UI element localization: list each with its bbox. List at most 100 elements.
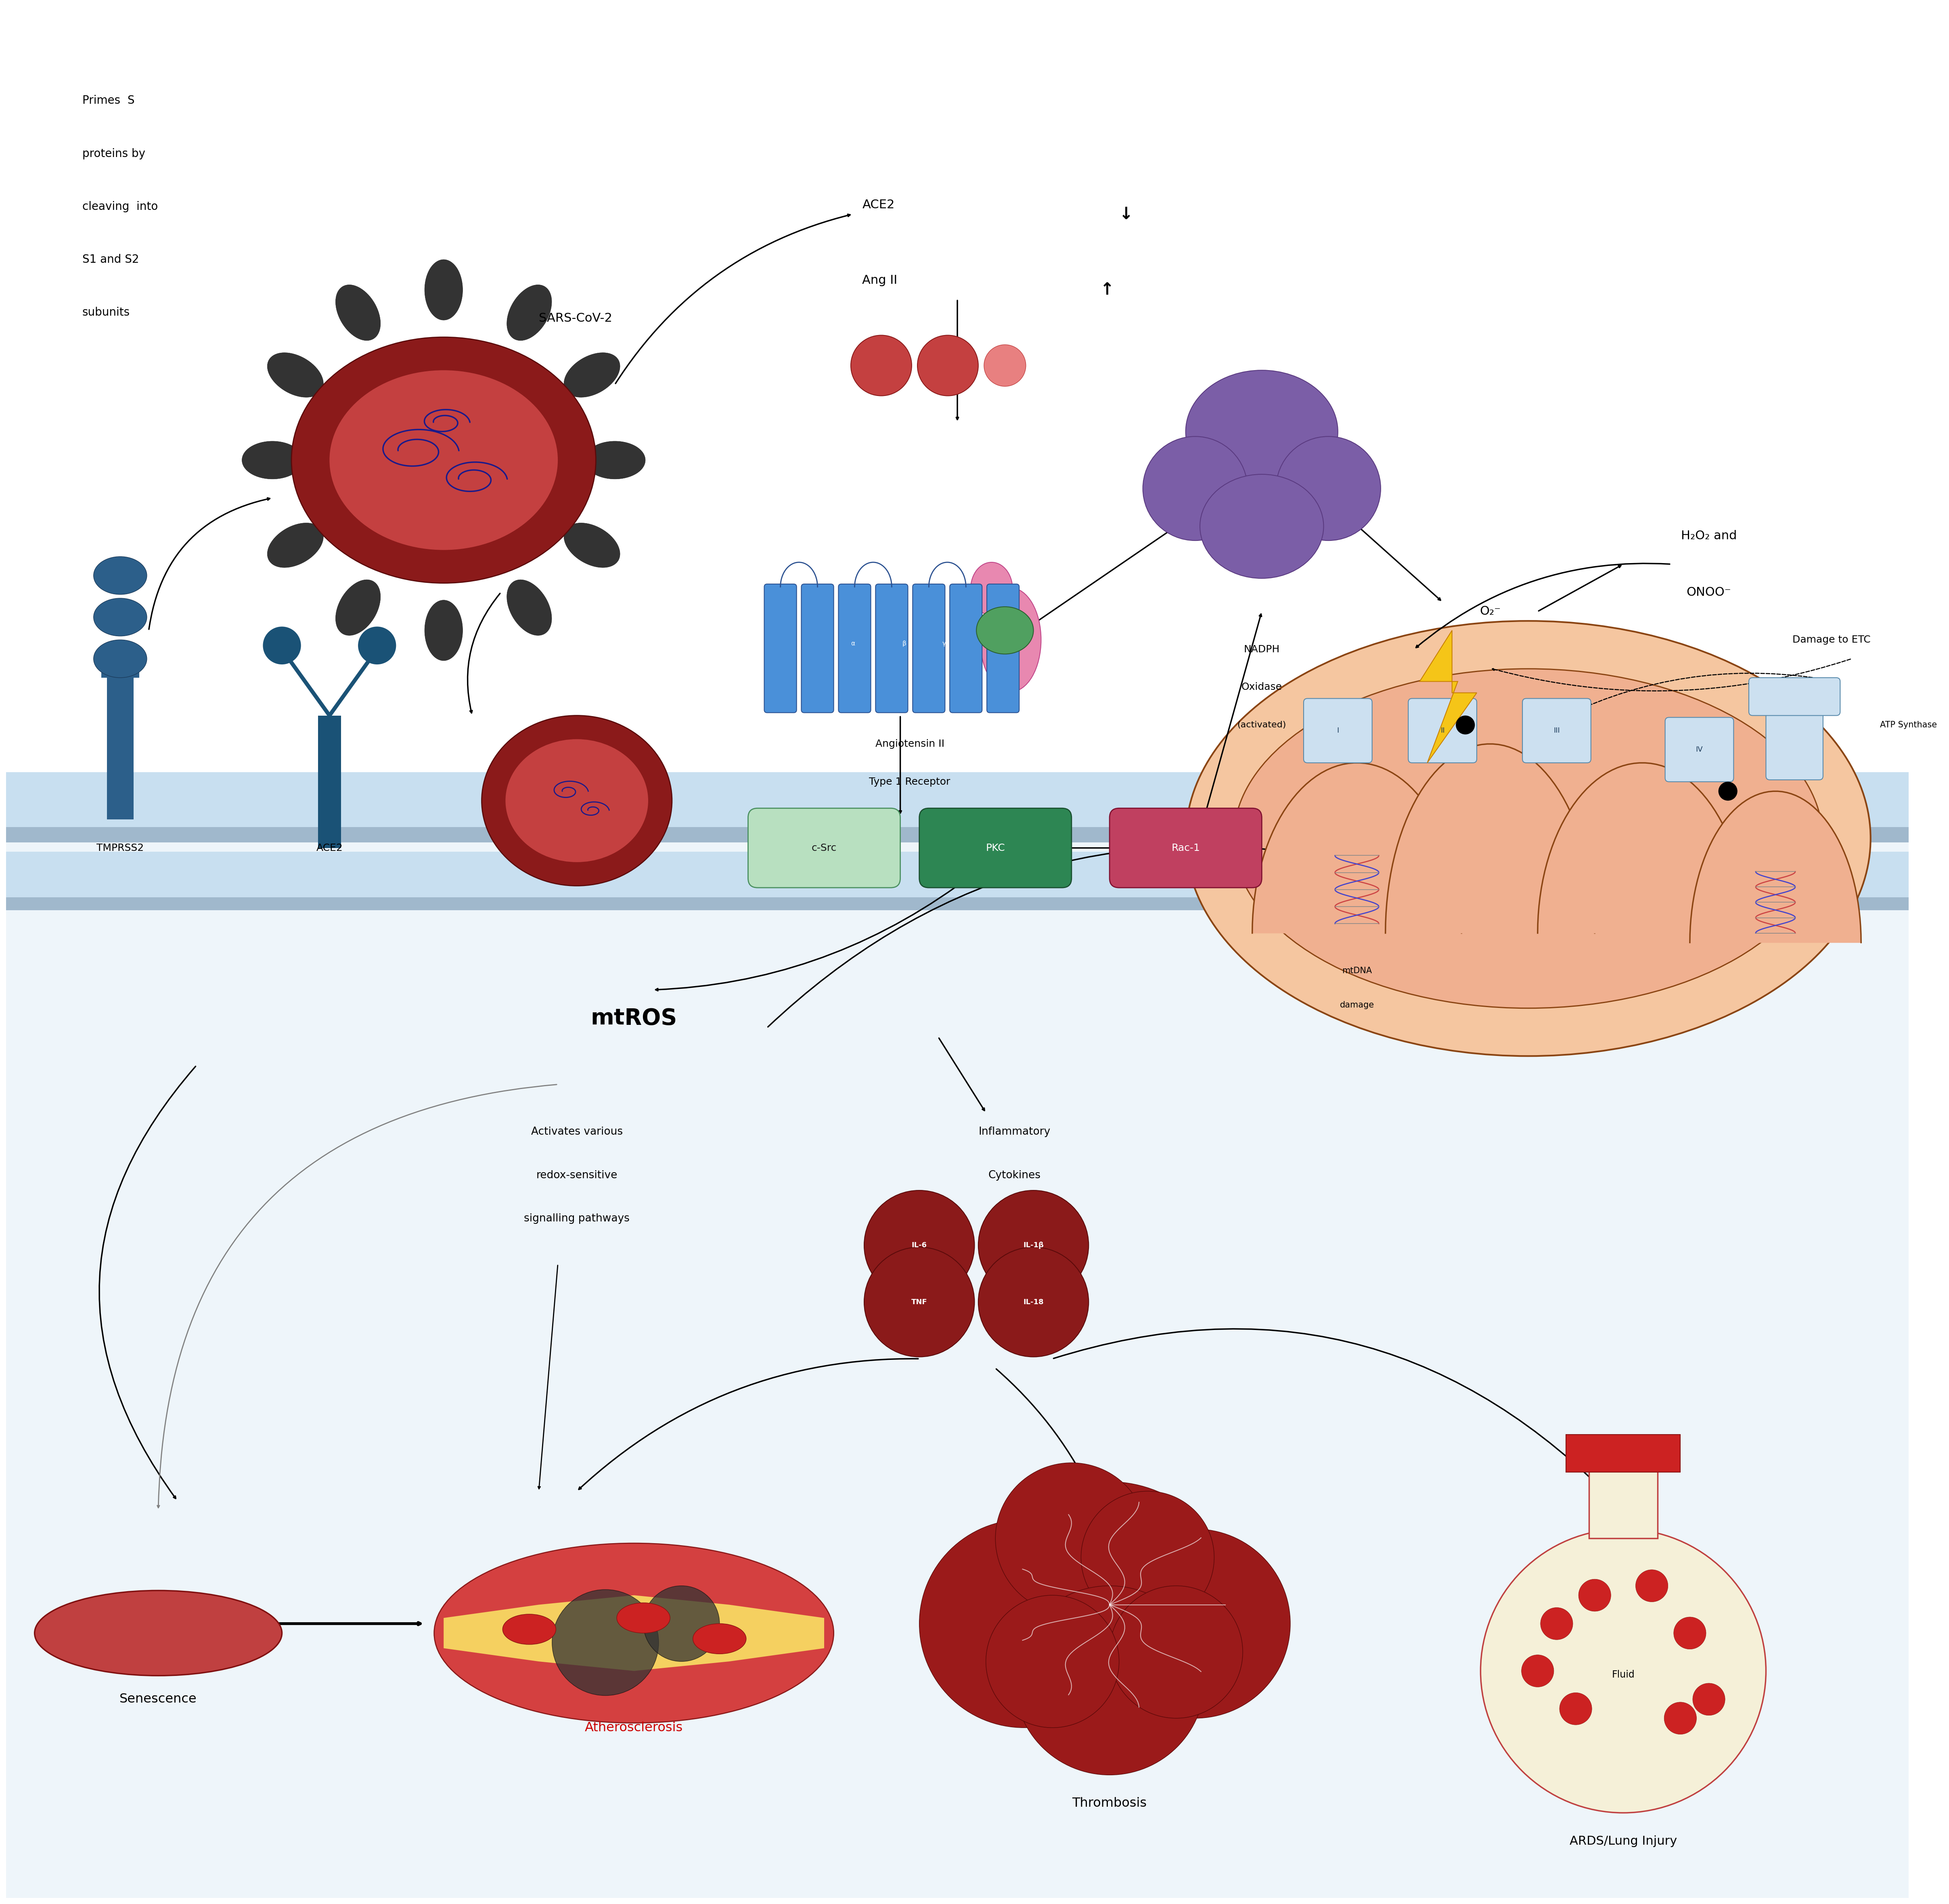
FancyBboxPatch shape (1664, 718, 1733, 783)
Ellipse shape (292, 337, 596, 583)
Ellipse shape (94, 556, 146, 594)
Circle shape (1082, 1491, 1214, 1624)
Text: subunits: subunits (82, 307, 131, 318)
Circle shape (1559, 1693, 1592, 1725)
Text: I: I (1337, 727, 1339, 735)
Circle shape (852, 335, 912, 396)
Ellipse shape (335, 579, 380, 636)
Text: Rac-1: Rac-1 (1171, 843, 1201, 853)
Text: TNF: TNF (912, 1299, 928, 1306)
Ellipse shape (505, 739, 649, 863)
Ellipse shape (980, 588, 1041, 691)
Bar (6, 773, 1908, 828)
Ellipse shape (507, 286, 552, 341)
Circle shape (1692, 1683, 1725, 1716)
Bar (6, 819, 1908, 1898)
Text: Oxidase: Oxidase (1242, 682, 1282, 691)
FancyBboxPatch shape (1766, 701, 1822, 781)
Text: IL-6: IL-6 (912, 1241, 928, 1249)
Text: ACE2: ACE2 (861, 198, 895, 211)
Text: Activates various: Activates various (530, 1127, 622, 1137)
Ellipse shape (242, 442, 302, 480)
Ellipse shape (1277, 436, 1380, 541)
Text: α: α (850, 640, 856, 647)
Ellipse shape (335, 286, 380, 341)
Ellipse shape (616, 1603, 670, 1634)
FancyBboxPatch shape (801, 585, 834, 712)
FancyBboxPatch shape (1304, 699, 1372, 764)
FancyBboxPatch shape (986, 585, 1019, 712)
Text: ↑: ↑ (1099, 282, 1115, 299)
Text: ↓: ↓ (1119, 206, 1132, 223)
Bar (318, 716, 341, 847)
FancyBboxPatch shape (748, 807, 900, 887)
Circle shape (1109, 1586, 1243, 1717)
Text: Atherosclerosis: Atherosclerosis (585, 1721, 682, 1735)
FancyBboxPatch shape (1109, 807, 1261, 887)
Circle shape (643, 1586, 719, 1662)
Ellipse shape (481, 716, 672, 885)
Circle shape (1522, 1655, 1553, 1687)
Ellipse shape (507, 579, 552, 636)
Circle shape (1635, 1569, 1668, 1601)
Text: β: β (902, 640, 906, 647)
Circle shape (1481, 1529, 1766, 1813)
Ellipse shape (1185, 369, 1337, 493)
Ellipse shape (976, 607, 1033, 655)
FancyBboxPatch shape (764, 585, 797, 712)
FancyBboxPatch shape (920, 807, 1072, 887)
Text: proteins by: proteins by (82, 149, 144, 160)
Ellipse shape (435, 1544, 834, 1723)
Circle shape (1540, 1607, 1573, 1639)
Text: IL-18: IL-18 (1023, 1299, 1043, 1306)
Text: γ: γ (941, 640, 945, 647)
Ellipse shape (425, 259, 462, 320)
Ellipse shape (585, 442, 645, 480)
FancyBboxPatch shape (875, 585, 908, 712)
Circle shape (552, 1590, 659, 1696)
Ellipse shape (563, 352, 620, 398)
Text: Thrombosis: Thrombosis (1072, 1797, 1146, 1809)
Polygon shape (1419, 630, 1477, 764)
Text: (activated): (activated) (1238, 722, 1286, 729)
Ellipse shape (267, 352, 324, 398)
Text: ATP Synthase: ATP Synthase (1881, 722, 1937, 729)
Circle shape (863, 1247, 974, 1358)
Ellipse shape (971, 562, 1013, 615)
Text: mtROS: mtROS (591, 1007, 676, 1030)
Text: c-Src: c-Src (811, 843, 836, 853)
Ellipse shape (329, 369, 557, 550)
FancyBboxPatch shape (1748, 678, 1840, 716)
Text: Primes  S: Primes S (82, 95, 134, 107)
Circle shape (263, 626, 300, 664)
Ellipse shape (503, 1615, 555, 1645)
Ellipse shape (1201, 474, 1323, 579)
Bar (107, 668, 134, 819)
Ellipse shape (425, 600, 462, 661)
Circle shape (1013, 1586, 1204, 1775)
Text: mtDNA: mtDNA (1343, 967, 1372, 975)
Polygon shape (1253, 764, 1462, 933)
Circle shape (1664, 1702, 1696, 1735)
Ellipse shape (1234, 668, 1822, 1009)
Circle shape (986, 1481, 1234, 1727)
Bar (1588, 1453, 1657, 1538)
Circle shape (359, 626, 396, 664)
FancyBboxPatch shape (949, 585, 982, 712)
FancyBboxPatch shape (838, 585, 871, 712)
FancyArrowPatch shape (283, 649, 329, 714)
Circle shape (996, 1462, 1148, 1615)
Text: SARS-CoV-2: SARS-CoV-2 (538, 312, 612, 324)
Ellipse shape (1142, 436, 1247, 541)
Bar (6, 826, 1908, 842)
Text: S1 and S2: S1 and S2 (82, 253, 138, 265)
Circle shape (984, 345, 1025, 387)
Bar (6, 851, 1908, 899)
Ellipse shape (267, 524, 324, 567)
Ellipse shape (94, 640, 146, 678)
Bar (1567, 1434, 1680, 1472)
Text: Inflammatory: Inflammatory (978, 1127, 1051, 1137)
Text: Cytokines: Cytokines (988, 1169, 1041, 1180)
Circle shape (1579, 1578, 1612, 1611)
Text: IV: IV (1696, 746, 1703, 754)
